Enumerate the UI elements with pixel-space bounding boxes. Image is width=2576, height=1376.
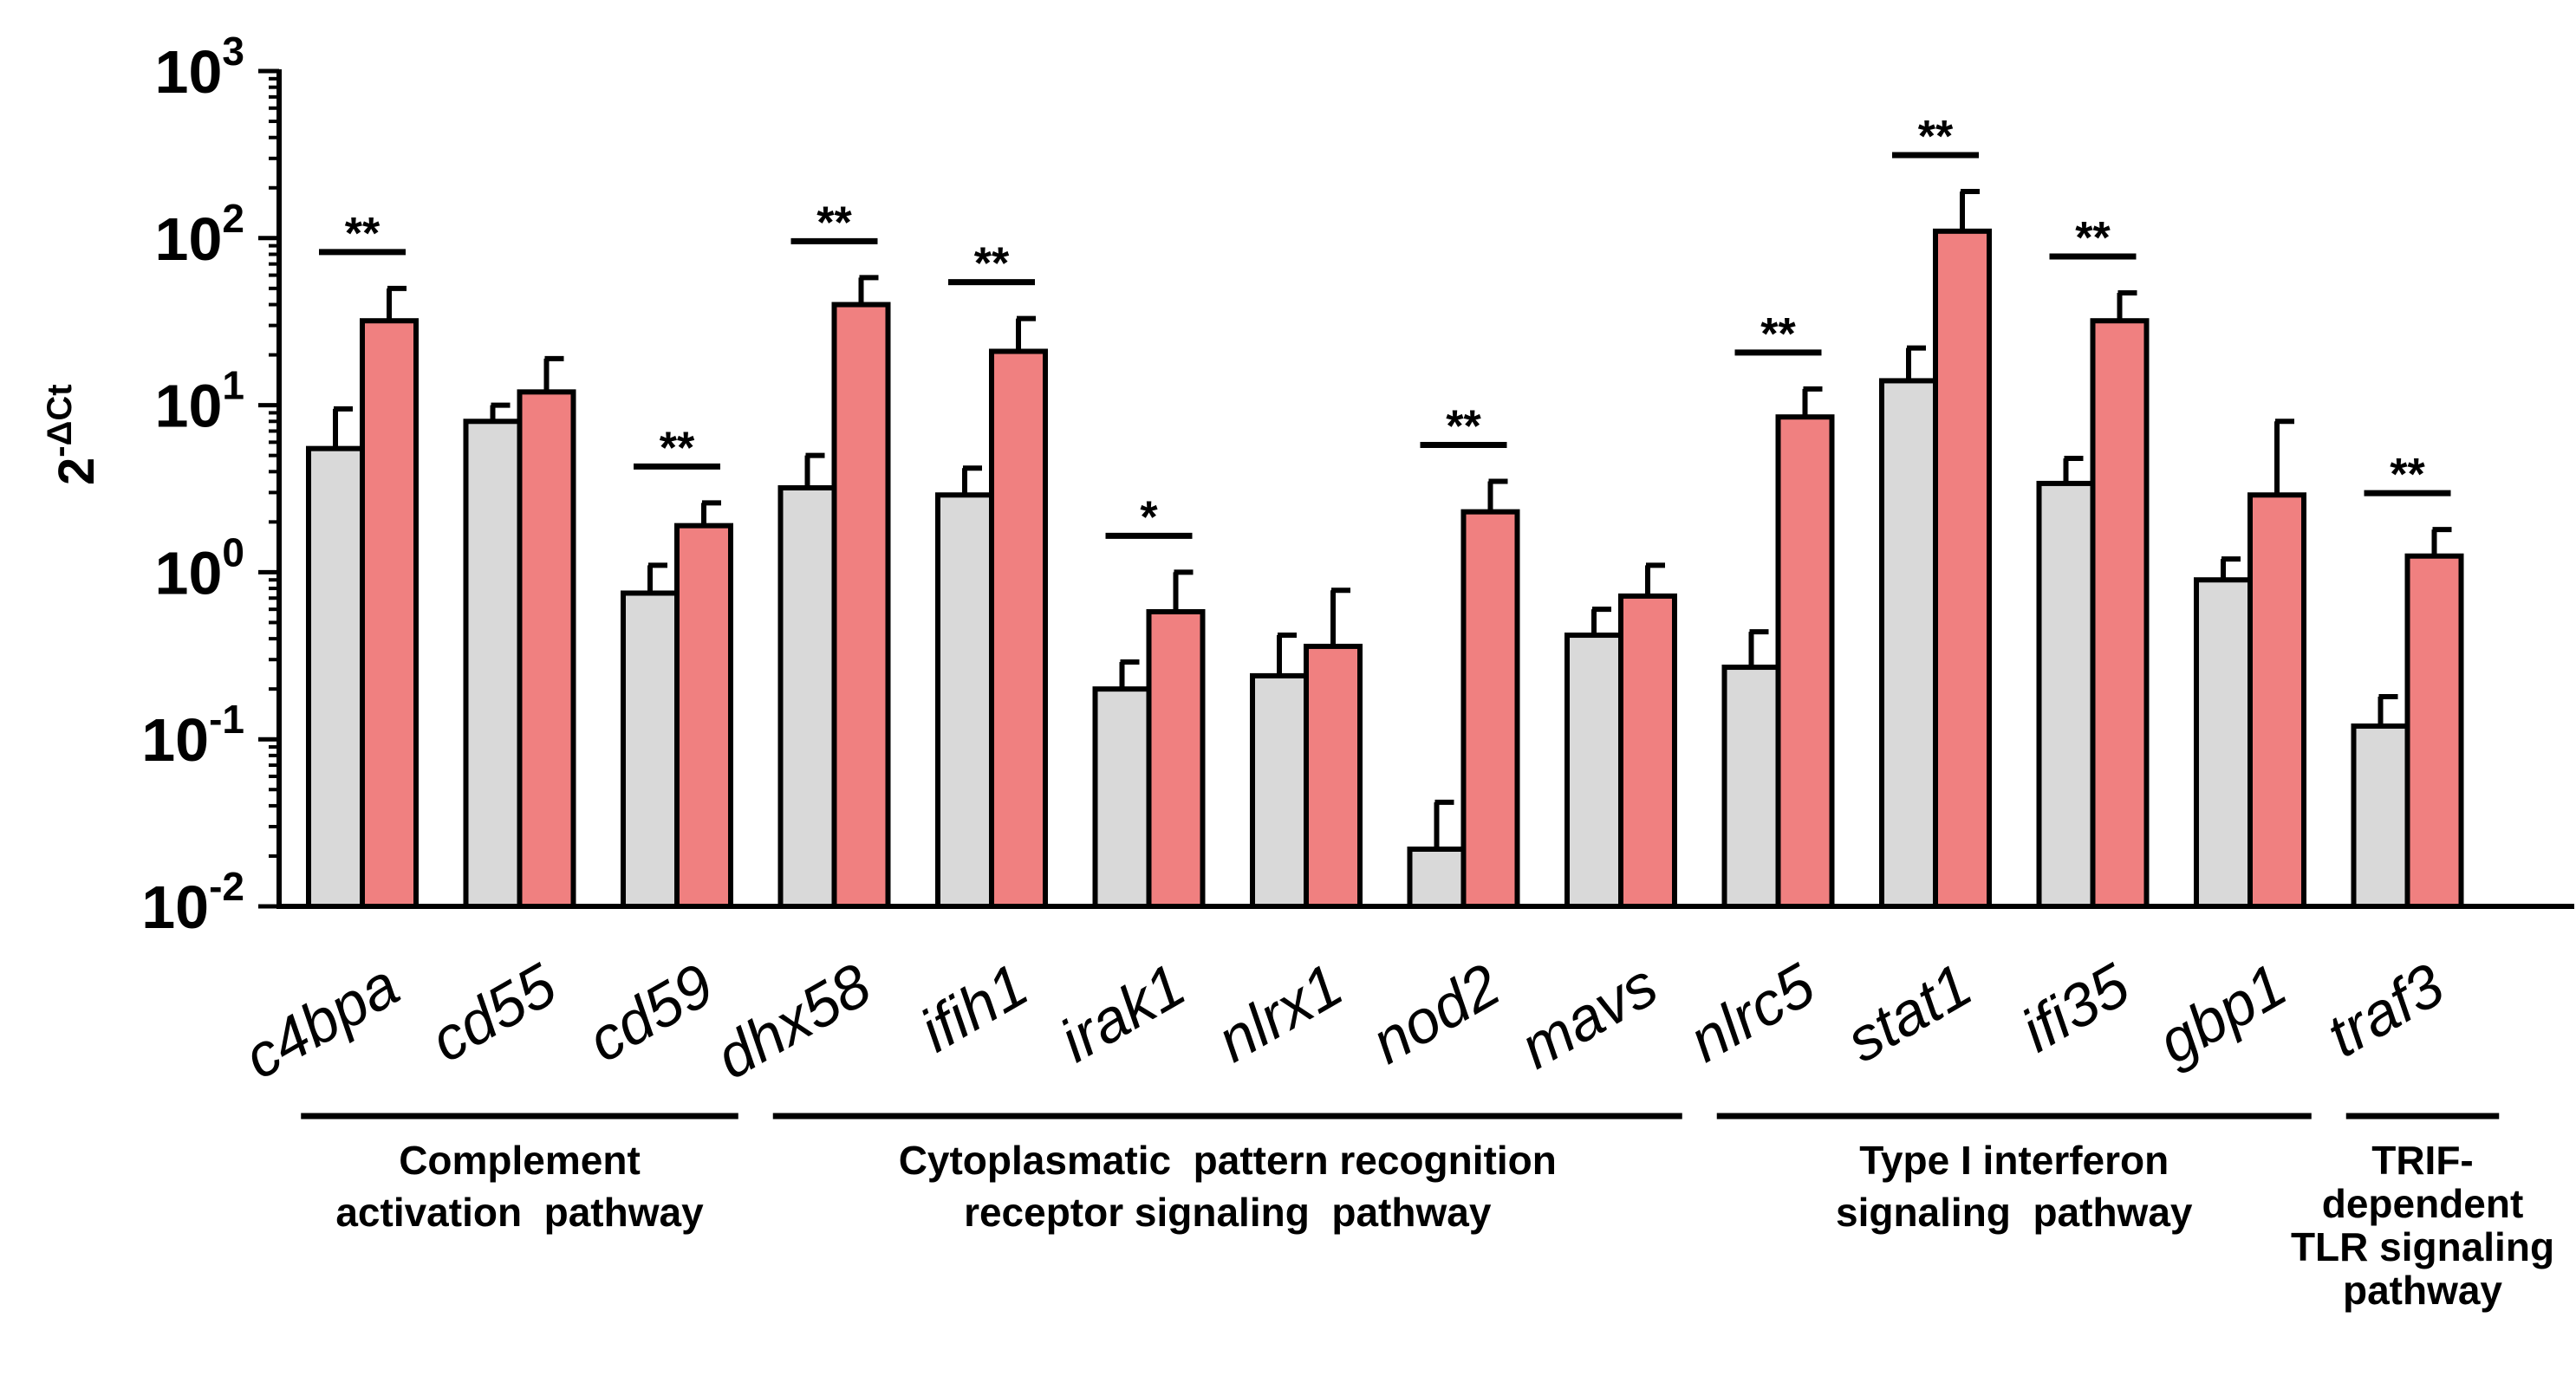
x-tick-label: traf3 [2316, 951, 2455, 1070]
group-label: pathway [2343, 1268, 2502, 1313]
y-tick-label: 100 [155, 529, 244, 607]
bar-control-irak1 [1092, 686, 1152, 910]
group-label: Type I interferon [1859, 1138, 2169, 1183]
bar-treated-cd55 [517, 389, 576, 909]
significance-markers: ******************* [319, 112, 2451, 542]
bar-control-dhx58 [777, 485, 837, 909]
group-label: receptor signaling pathway [964, 1190, 1492, 1235]
significance-label: ** [1446, 402, 1481, 452]
bar-treated-irak1 [1146, 609, 1206, 910]
x-tick-label: dhx58 [705, 951, 881, 1092]
bar-treated-dhx58 [831, 302, 891, 909]
bar-treated-ifih1 [989, 348, 1048, 909]
x-tick-label: nod2 [1360, 951, 1511, 1076]
y-tick-label: 101 [155, 363, 244, 440]
bar-control-stat1 [1879, 378, 1938, 909]
x-tick-label: gbp1 [2147, 951, 2298, 1076]
bar-control-ifi35 [2036, 480, 2096, 909]
y-axis-label: 2-ΔCt [41, 384, 105, 485]
x-tick-label: ifi35 [2010, 951, 2141, 1065]
bar-control-c4bpa [306, 445, 365, 909]
x-tick-label: nlrx1 [1206, 951, 1353, 1074]
significance-label: ** [2075, 213, 2111, 263]
bar-control-mavs [1564, 633, 1623, 909]
group-label: TLR signaling [2291, 1224, 2554, 1269]
x-tick-label: stat1 [1835, 951, 1982, 1074]
x-tick-label: mavs [1509, 951, 1669, 1081]
bar-treated-stat1 [1933, 228, 1992, 909]
svg-text:2-ΔCt: 2-ΔCt [41, 384, 105, 485]
bar-treated-gbp1 [2247, 492, 2306, 910]
group-label: Complement [399, 1138, 641, 1183]
bars [306, 189, 2464, 910]
x-tick-label: c4bpa [233, 951, 410, 1092]
bar-control-cd59 [621, 590, 680, 909]
significance-label: ** [1918, 112, 1954, 162]
significance-label: ** [660, 423, 695, 473]
group-label: signaling pathway [1836, 1190, 2193, 1235]
y-tick-label: 103 [155, 29, 244, 106]
bar-control-nod2 [1407, 846, 1467, 909]
significance-label: ** [2390, 450, 2425, 500]
bar-treated-mavs [1618, 593, 1677, 910]
x-tick-label: irak1 [1049, 951, 1196, 1074]
bar-control-traf3 [2351, 723, 2410, 909]
bar-treated-traf3 [2404, 553, 2464, 909]
significance-label: ** [974, 239, 1010, 289]
bar-treated-c4bpa [360, 318, 419, 909]
bar-control-ifih1 [935, 492, 994, 910]
y-tick-label: 102 [155, 196, 244, 273]
group-label: dependent [2322, 1181, 2524, 1226]
y-axis-label-sup: -ΔCt [41, 384, 79, 457]
x-tick-label: ifih1 [908, 951, 1038, 1065]
y-axis: 10-2 10-1 100 101 102 103 [141, 29, 282, 941]
significance-label: ** [345, 209, 381, 259]
bar-control-cd55 [463, 419, 523, 909]
x-tick-label: cd55 [420, 951, 568, 1075]
bar-control-nlrc5 [1721, 665, 1781, 909]
x-tick-label: nlrc5 [1678, 951, 1826, 1075]
group-label: activation pathway [335, 1190, 704, 1235]
significance-label: ** [1760, 309, 1796, 360]
significance-label: * [1140, 492, 1158, 542]
y-axis-label-base: 2 [49, 458, 105, 485]
group-label: TRIF- [2371, 1138, 2474, 1183]
significance-label: ** [816, 198, 852, 248]
bar-treated-nlrx1 [1304, 643, 1363, 909]
bar-treated-ifi35 [2090, 318, 2150, 909]
bar-treated-nod2 [1460, 509, 1520, 909]
pathway-groups: Complement activation pathway Cytoplasmati… [301, 1113, 2554, 1313]
group-label: Cytoplasmatic pattern recognition [899, 1138, 1557, 1183]
bar-treated-cd59 [674, 522, 733, 909]
y-tick-label: 10-2 [141, 864, 244, 941]
bar-control-nlrx1 [1250, 672, 1309, 909]
bar-control-gbp1 [2194, 577, 2253, 909]
x-tick-label: cd59 [576, 951, 724, 1074]
y-tick-label: 10-1 [141, 697, 244, 774]
bar-treated-nlrc5 [1775, 414, 1835, 910]
